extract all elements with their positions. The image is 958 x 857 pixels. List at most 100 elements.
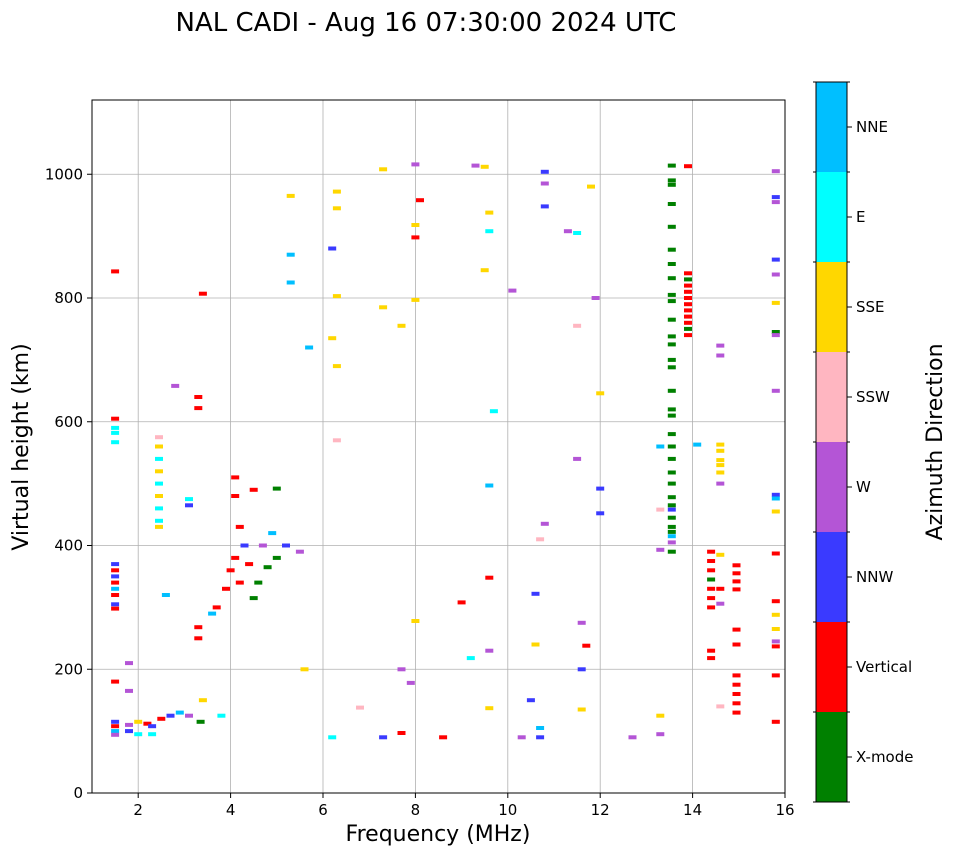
echo-point — [563, 229, 572, 234]
echo-point — [716, 343, 725, 348]
echo-point — [143, 721, 152, 726]
y-tick-label: 800 — [54, 289, 83, 307]
echo-point — [125, 661, 133, 666]
echo-point — [531, 642, 540, 647]
echo-point — [771, 195, 780, 200]
echo-point — [716, 601, 725, 606]
echo-point — [194, 625, 203, 630]
echo-point — [656, 507, 665, 512]
echo-point — [295, 549, 304, 554]
echo-point — [268, 531, 277, 536]
echo-point — [587, 184, 595, 189]
echo-point — [771, 644, 780, 649]
echo-point — [582, 643, 591, 648]
echo-point — [667, 529, 676, 534]
echo-point — [684, 314, 692, 319]
echo-point — [684, 164, 692, 169]
echo-point — [485, 706, 494, 711]
echo-point — [263, 565, 272, 570]
echo-point — [771, 200, 780, 205]
echo-point — [231, 494, 240, 498]
echo-point — [667, 444, 676, 449]
echo-point — [771, 330, 780, 334]
echo-point — [134, 732, 143, 737]
echo-point — [667, 182, 676, 187]
colorbar-swatch — [816, 82, 847, 172]
echo-point — [198, 698, 207, 703]
colorbar-swatch — [816, 712, 847, 802]
echo-point — [332, 364, 341, 369]
chart-title: NAL CADI - Aug 16 07:30:00 2024 UTC — [176, 8, 677, 38]
echo-point — [217, 713, 226, 718]
echo-point — [716, 586, 725, 591]
echo-point — [667, 365, 676, 370]
echo-point — [667, 178, 676, 183]
echo-point — [536, 735, 545, 740]
echo-point — [628, 735, 637, 740]
echo-point — [684, 308, 692, 313]
echo-point — [411, 297, 420, 302]
echo-point — [155, 506, 163, 511]
echo-point — [332, 294, 341, 299]
echo-point — [254, 580, 263, 585]
echo-point — [771, 496, 780, 501]
echo-point — [480, 164, 489, 169]
echo-point — [155, 518, 163, 523]
echo-point — [716, 442, 725, 447]
colorbar-label: NNW — [856, 568, 893, 586]
x-tick-label: 14 — [683, 801, 702, 819]
echo-point — [707, 577, 716, 582]
echo-point — [667, 388, 676, 393]
echo-point — [771, 599, 780, 604]
colorbar-frame — [815, 81, 848, 803]
x-axis-ticks: 2 4 6 8 10 12 14 16 — [133, 793, 795, 819]
echo-point — [684, 333, 692, 338]
echo-point — [332, 206, 341, 211]
echo-point — [732, 701, 741, 706]
echo-point — [771, 627, 780, 631]
echo-point — [111, 562, 120, 567]
echo-point — [573, 323, 582, 328]
colorbar-label: SSW — [856, 388, 890, 406]
echo-point — [155, 444, 163, 449]
echo-point — [771, 257, 780, 262]
echo-point — [305, 345, 314, 350]
echo-point — [379, 305, 388, 310]
echo-point — [667, 503, 676, 508]
echo-point — [457, 600, 466, 605]
echo-point — [379, 167, 388, 172]
echo-point — [684, 277, 692, 282]
echo-point — [111, 732, 120, 737]
echo-point — [667, 507, 676, 512]
echo-point — [411, 619, 420, 623]
echo-point — [111, 729, 120, 734]
echo-point — [185, 713, 193, 718]
echo-point — [596, 391, 605, 396]
echo-point — [485, 483, 494, 488]
echo-point — [155, 469, 163, 474]
echo-point — [111, 606, 120, 611]
echo-point — [111, 416, 120, 421]
echo-point — [531, 591, 540, 596]
echo-point — [656, 713, 665, 718]
colorbar: X-mode Vertical NNW W SSW SSE E NNE — [813, 81, 913, 803]
echo-point — [540, 521, 549, 526]
echo-point — [707, 596, 716, 601]
colorbar-swatch — [816, 352, 847, 442]
echo-point — [667, 456, 676, 461]
echo-point — [771, 719, 780, 724]
echo-point — [439, 735, 448, 740]
colorbar-swatch — [816, 262, 847, 352]
echo-point — [286, 252, 295, 257]
echo-point — [328, 336, 337, 341]
echo-point — [258, 543, 267, 548]
echo-point — [508, 288, 517, 293]
echo-point — [667, 357, 676, 362]
echo-point — [155, 481, 163, 486]
echo-point — [198, 291, 207, 296]
echo-point — [356, 705, 364, 710]
echo-point — [536, 726, 545, 730]
echo-point — [125, 729, 133, 734]
echo-point — [707, 656, 716, 661]
echo-point — [656, 444, 665, 449]
